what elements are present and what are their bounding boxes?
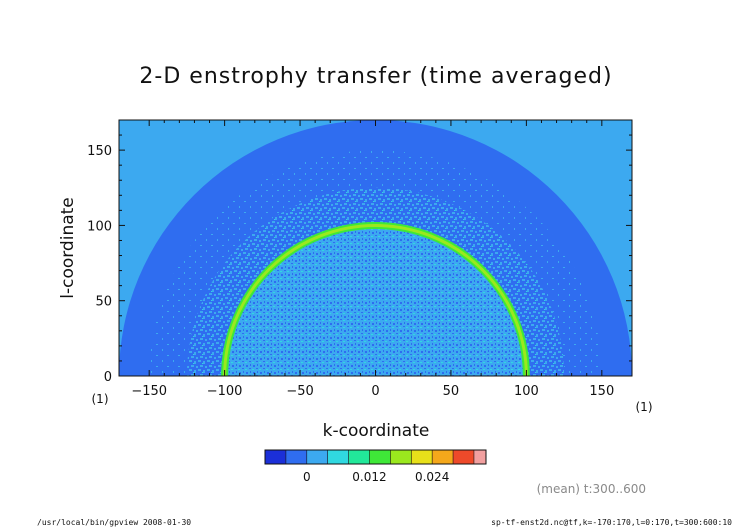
x-tick-label: −150 bbox=[131, 384, 167, 399]
footer-left: /usr/local/bin/gpview 2008-01-30 bbox=[37, 518, 191, 527]
inner-disk-region bbox=[227, 228, 524, 376]
colorbar-cell bbox=[327, 450, 349, 464]
colorbar-cell bbox=[265, 450, 286, 464]
footer-right: sp-tf-enst2d.nc@tf,k=-170:170,l=0:170,t=… bbox=[491, 518, 732, 527]
colorbar-cell bbox=[432, 450, 454, 464]
x-tick-label: −50 bbox=[286, 384, 313, 399]
colorbar-cell bbox=[411, 450, 433, 464]
colorbar-cell bbox=[473, 450, 486, 464]
y-tick-label: 100 bbox=[87, 219, 112, 234]
x-tick-label: −100 bbox=[207, 384, 243, 399]
x-axis-label: k-coordinate bbox=[323, 421, 430, 441]
colorbar-cell bbox=[306, 450, 328, 464]
colorbar-tick-label: 0.012 bbox=[352, 470, 386, 484]
x-tick-label: 100 bbox=[514, 384, 539, 399]
colorbar-cell bbox=[348, 450, 370, 464]
x-tick-label: 150 bbox=[589, 384, 614, 399]
x-axis-unit: (1) bbox=[636, 400, 653, 414]
x-tick-label: 50 bbox=[443, 384, 460, 399]
colorbar: 0 0.012 0.024 bbox=[264, 449, 487, 484]
colorbar-tick-label: 0.024 bbox=[415, 470, 449, 484]
y-tick-label: 0 bbox=[104, 370, 112, 385]
chart-title: 2-D enstrophy transfer (time averaged) bbox=[139, 64, 612, 89]
colorbar-cell bbox=[390, 450, 412, 464]
plot-area bbox=[118, 119, 633, 377]
ring-core bbox=[223, 223, 528, 376]
time-annotation: (mean) t:300..600 bbox=[537, 482, 646, 496]
y-axis-unit: (1) bbox=[92, 392, 109, 406]
colorbar-frame bbox=[264, 449, 487, 465]
y-tick-labels: 0 50 100 150 bbox=[87, 144, 112, 385]
colorbar-cell bbox=[453, 450, 474, 464]
colorbar-cell bbox=[369, 450, 391, 464]
y-axis-label: l-coordinate bbox=[58, 197, 78, 299]
colorbar-cell bbox=[285, 450, 307, 464]
x-tick-label: 0 bbox=[371, 384, 379, 399]
speckle-band-inner bbox=[186, 187, 565, 376]
y-tick-label: 50 bbox=[95, 295, 112, 310]
x-tick-labels: −150 −100 −50 0 50 100 150 bbox=[131, 384, 614, 399]
y-tick-label: 150 bbox=[87, 144, 112, 159]
speckle-band-outer bbox=[149, 150, 602, 376]
axis-ticks bbox=[119, 119, 632, 377]
colorbar-tick-label: 0 bbox=[303, 470, 311, 484]
